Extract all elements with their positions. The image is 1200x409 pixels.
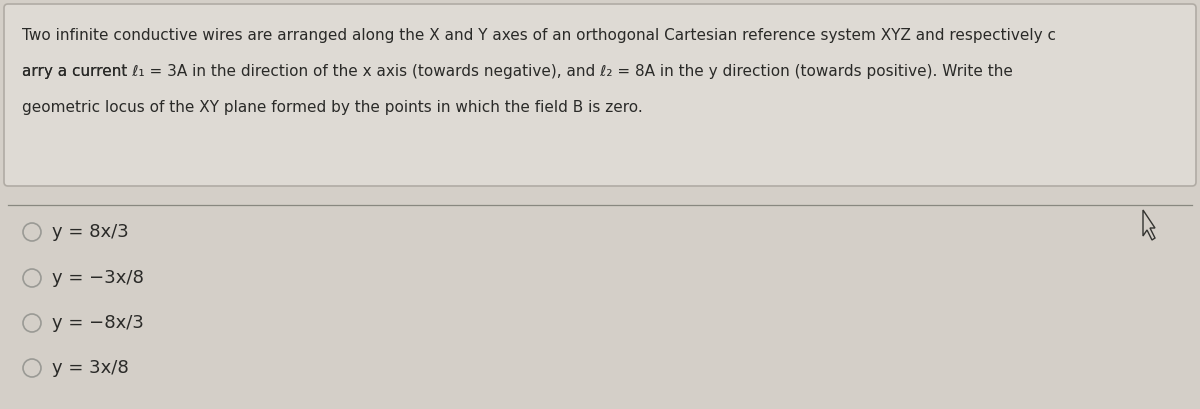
Text: y = 3x/8: y = 3x/8 [52, 359, 128, 377]
Text: arry a current ℓ₁ = 3A in the direction of the x axis (towards negative), and ℓ₂: arry a current ℓ₁ = 3A in the direction … [22, 64, 1013, 79]
Text: arry a current: arry a current [22, 64, 132, 79]
Text: y = 8x/3: y = 8x/3 [52, 223, 128, 241]
FancyBboxPatch shape [4, 4, 1196, 186]
Text: Two infinite conductive wires are arranged along the X and Y axes of an orthogon: Two infinite conductive wires are arrang… [22, 28, 1056, 43]
Text: y = −3x/8: y = −3x/8 [52, 269, 144, 287]
Text: y = −8x/3: y = −8x/3 [52, 314, 144, 332]
Text: geometric locus of the XY plane formed by the points in which the field B is zer: geometric locus of the XY plane formed b… [22, 100, 643, 115]
